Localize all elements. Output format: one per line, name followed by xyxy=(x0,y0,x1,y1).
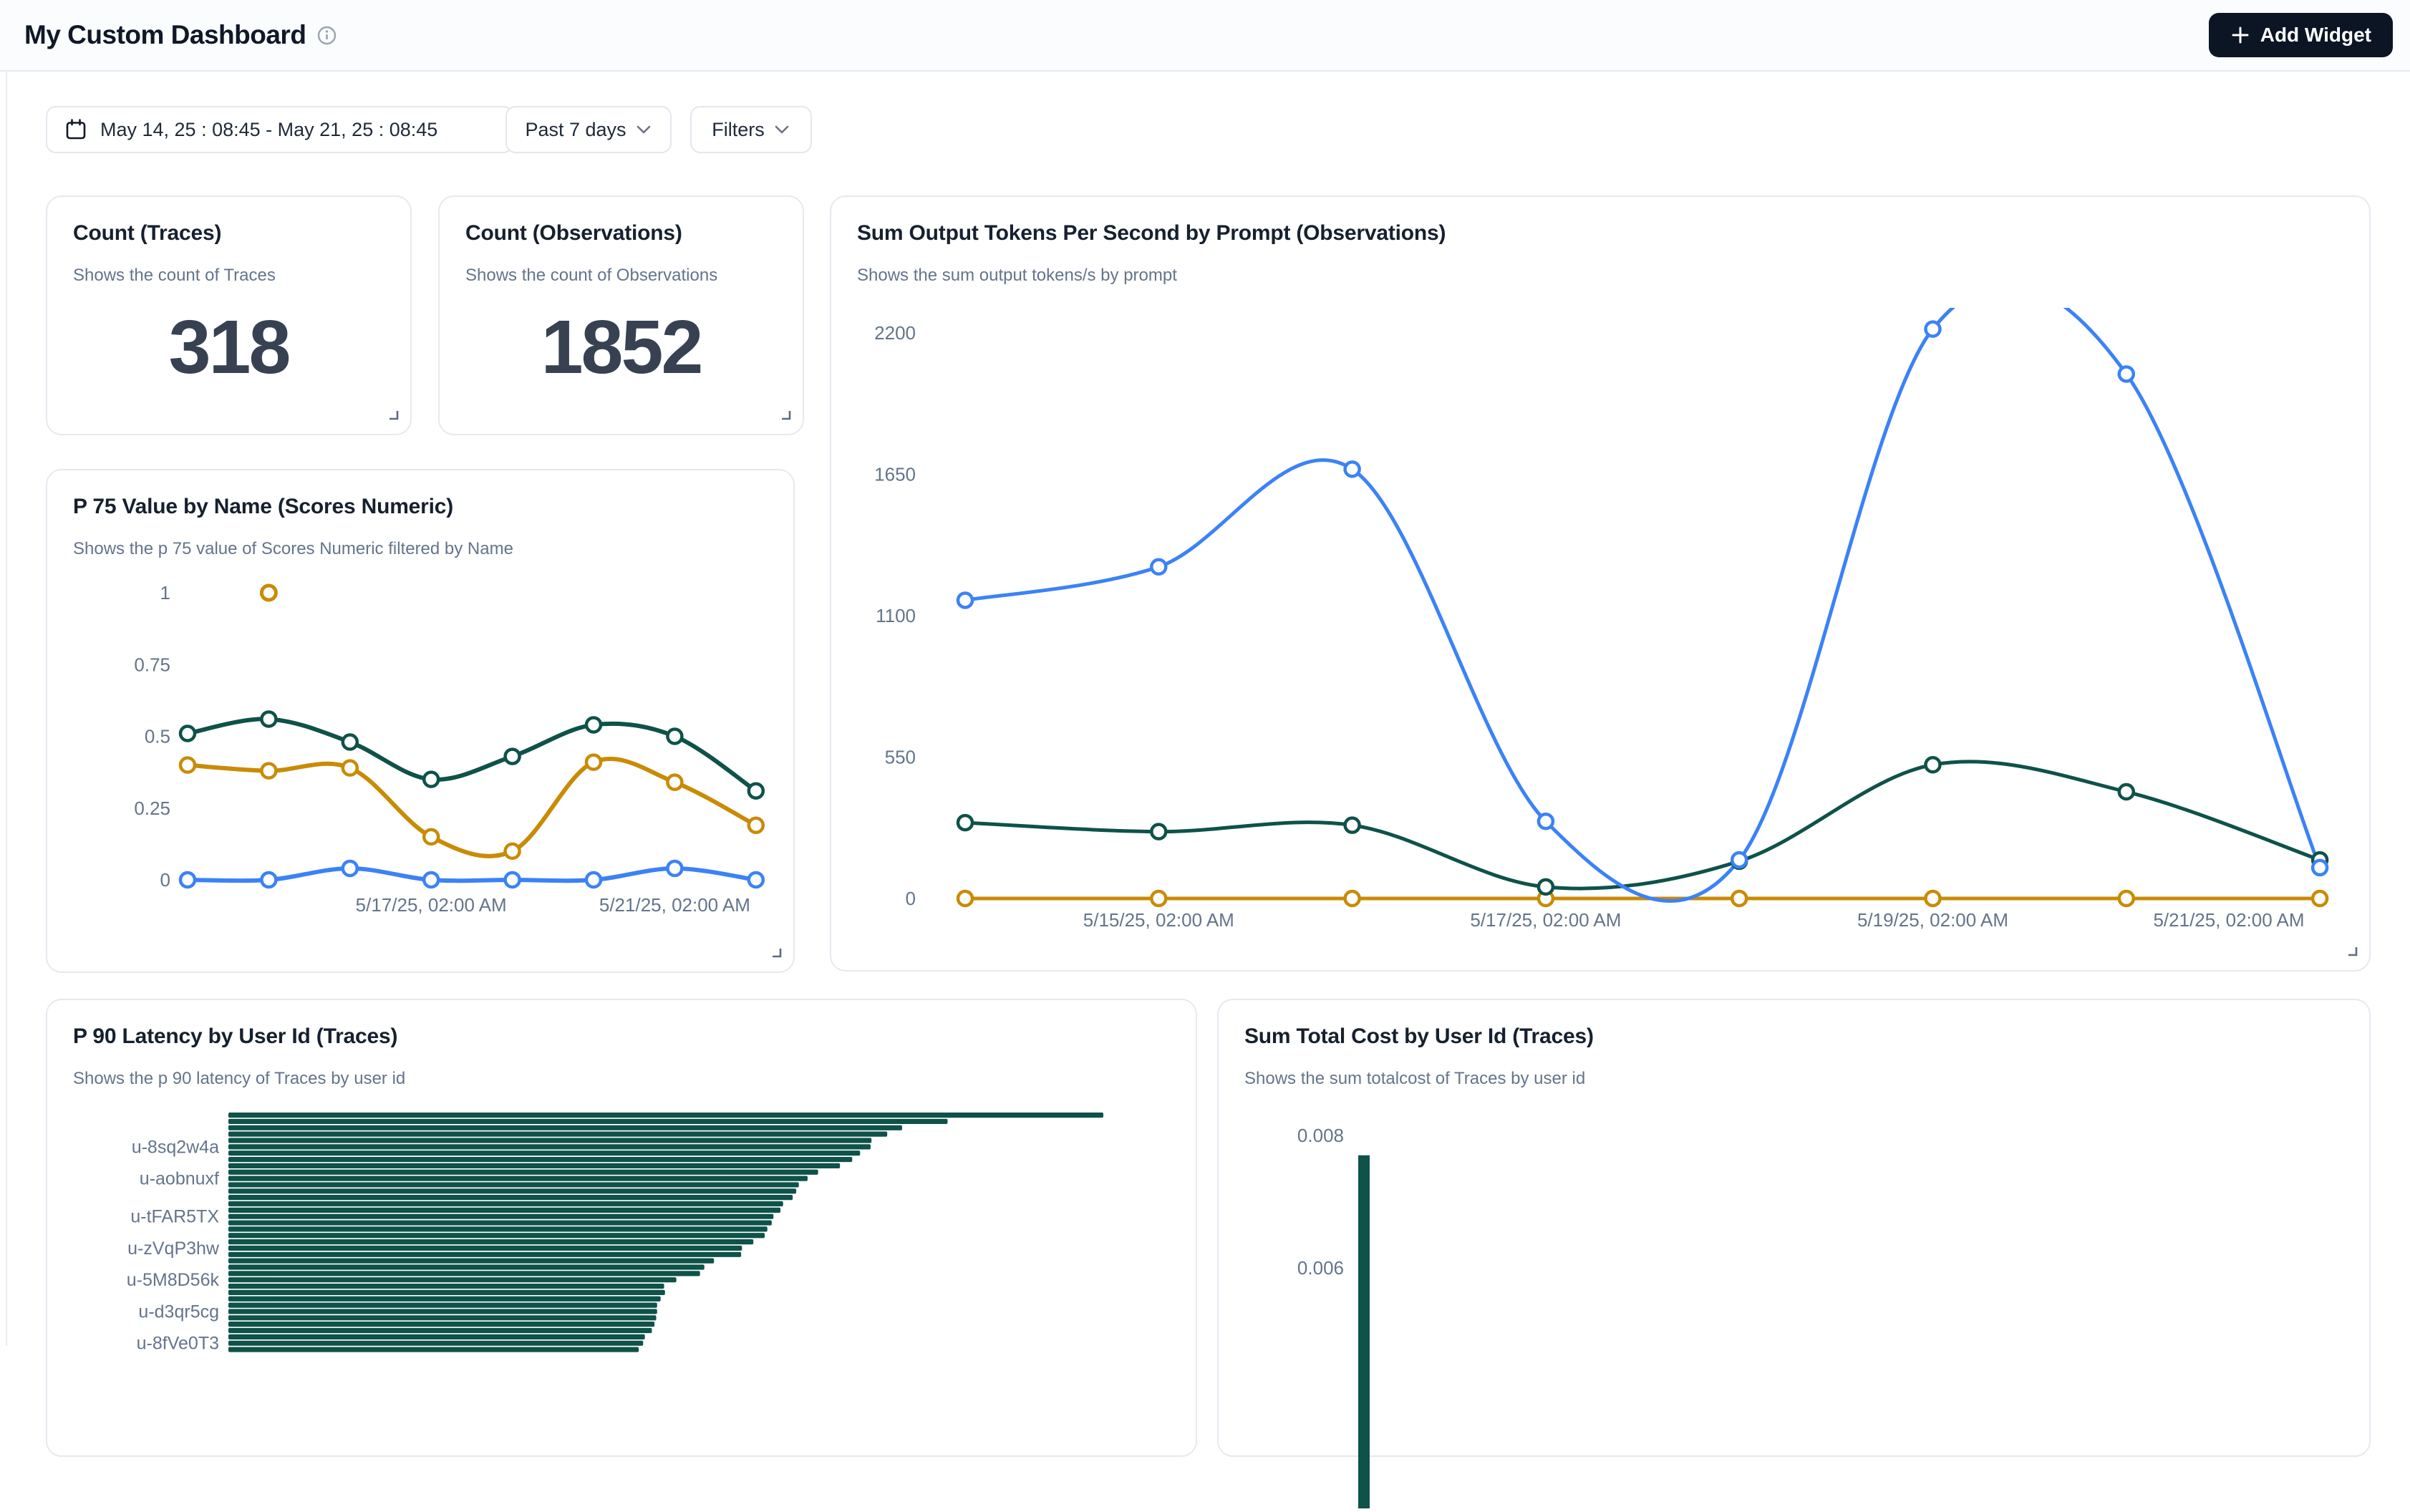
widget-total-cost: Sum Total Cost by User Id (Traces) Shows… xyxy=(1217,999,2371,1508)
svg-text:0.25: 0.25 xyxy=(134,798,170,819)
svg-text:u-8fVe0T3: u-8fVe0T3 xyxy=(137,1334,219,1354)
svg-text:0: 0 xyxy=(906,888,916,909)
svg-text:5/21/25, 02:00 AM: 5/21/25, 02:00 AM xyxy=(599,894,750,916)
range-preset-dropdown[interactable]: Past 7 days xyxy=(505,106,672,153)
chevron-down-icon xyxy=(773,125,790,135)
widget-count-observations: Count (Observations) Shows the count of … xyxy=(438,195,804,435)
svg-text:5/21/25, 02:00 AM: 5/21/25, 02:00 AM xyxy=(2153,909,2304,931)
add-widget-label: Add Widget xyxy=(2260,24,2371,46)
widget-title: Sum Total Cost by User Id (Traces) xyxy=(1244,1024,1594,1048)
content-left-divider xyxy=(6,72,7,1346)
svg-text:5/17/25, 02:00 AM: 5/17/25, 02:00 AM xyxy=(1470,909,1621,931)
plus-icon xyxy=(2230,25,2250,45)
page-title: My Custom Dashboard xyxy=(24,20,306,49)
widget-subtitle: Shows the p 90 latency of Traces by user… xyxy=(73,1069,406,1088)
svg-text:u-tFAR5TX: u-tFAR5TX xyxy=(130,1207,219,1227)
widget-count-traces: Count (Traces) Shows the count of Traces… xyxy=(46,195,412,435)
info-icon[interactable] xyxy=(317,26,337,45)
widget-tokens-per-second: Sum Output Tokens Per Second by Prompt (… xyxy=(830,195,2371,971)
date-range-picker[interactable]: May 14, 25 : 08:45 - May 21, 25 : 08:45 xyxy=(46,106,513,153)
svg-text:0: 0 xyxy=(160,869,170,891)
resize-handle-icon[interactable] xyxy=(779,408,793,426)
svg-text:u-aobnuxf: u-aobnuxf xyxy=(140,1169,219,1189)
svg-text:550: 550 xyxy=(885,747,916,768)
resize-handle-icon[interactable] xyxy=(2346,944,2360,962)
p90-bar-chart[interactable]: u-8sq2w4a u-aobnuxf u-tFAR5TX u-zVqP3hw u-5M… xyxy=(47,1108,1179,1512)
widget-title: Count (Observations) xyxy=(465,221,682,245)
svg-text:u-d3qr5cg: u-d3qr5cg xyxy=(138,1302,219,1322)
svg-text:1100: 1100 xyxy=(876,605,916,626)
svg-text:u-5M8D56k: u-5M8D56k xyxy=(127,1270,220,1290)
widget-title: Sum Output Tokens Per Second by Prompt (… xyxy=(857,221,1446,245)
p75-line-chart[interactable]: 0 0.25 0.5 0.75 1 5/17/25, 02:00 AM 5/21/25, 0… xyxy=(62,555,780,949)
app-header: My Custom Dashboard Add Widget xyxy=(0,0,2410,72)
svg-text:0.008: 0.008 xyxy=(1297,1125,1344,1146)
add-widget-button[interactable]: Add Widget xyxy=(2208,13,2393,57)
calendar-icon xyxy=(64,118,87,141)
widget-p75-by-name: P 75 Value by Name (Scores Numeric) Show… xyxy=(46,469,795,973)
resize-handle-icon[interactable] xyxy=(770,946,784,964)
chevron-down-icon xyxy=(635,125,652,135)
svg-text:1: 1 xyxy=(160,582,170,604)
resize-handle-icon[interactable] xyxy=(387,408,401,426)
widget-subtitle: Shows the count of Observations xyxy=(465,266,718,285)
date-range-value: May 14, 25 : 08:45 - May 21, 25 : 08:45 xyxy=(100,118,438,140)
widget-subtitle: Shows the sum output tokens/s by prompt xyxy=(857,266,1177,285)
widget-subtitle: Shows the p 75 value of Scores Numeric f… xyxy=(73,539,513,558)
svg-text:1650: 1650 xyxy=(874,464,916,485)
widget-subtitle: Shows the sum totalcost of Traces by use… xyxy=(1244,1069,1586,1088)
svg-text:5/15/25, 02:00 AM: 5/15/25, 02:00 AM xyxy=(1083,909,1234,931)
svg-text:u-8sq2w4a: u-8sq2w4a xyxy=(132,1137,219,1157)
widget-title: P 75 Value by Name (Scores Numeric) xyxy=(73,495,454,518)
widget-title: Count (Traces) xyxy=(73,221,222,245)
svg-text:5/19/25, 02:00 AM: 5/19/25, 02:00 AM xyxy=(1857,909,2008,931)
filters-dropdown[interactable]: Filters xyxy=(690,106,812,153)
svg-text:0.5: 0.5 xyxy=(145,726,170,747)
svg-text:5/17/25, 02:00 AM: 5/17/25, 02:00 AM xyxy=(356,894,507,916)
cost-bar-chart[interactable]: 0.008 0.006 xyxy=(1269,1108,2314,1512)
svg-text:2200: 2200 xyxy=(874,322,916,344)
svg-text:0.75: 0.75 xyxy=(134,654,170,675)
svg-text:u-zVqP3hw: u-zVqP3hw xyxy=(127,1239,220,1259)
tokens-line-chart[interactable]: 0 550 1100 1650 2200 5/15/25, 02:00 AM 5/17/25… xyxy=(853,282,2346,941)
widget-p90-latency: P 90 Latency by User Id (Traces) Shows t… xyxy=(46,999,1197,1457)
kpi-value: 1852 xyxy=(541,305,704,389)
widget-title: P 90 Latency by User Id (Traces) xyxy=(73,1024,398,1048)
svg-text:0.006: 0.006 xyxy=(1297,1257,1344,1279)
range-preset-value: Past 7 days xyxy=(525,118,626,140)
kpi-value: 318 xyxy=(168,305,291,389)
widget-subtitle: Shows the count of Traces xyxy=(73,266,276,285)
filters-label: Filters xyxy=(712,118,765,140)
